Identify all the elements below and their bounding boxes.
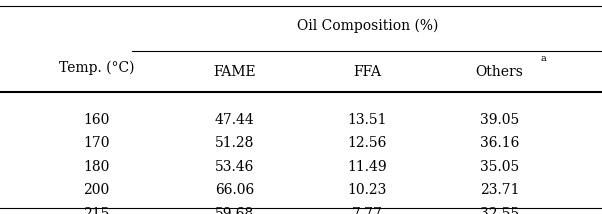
Text: Oil Composition (%): Oil Composition (%) xyxy=(297,18,438,33)
Text: 160: 160 xyxy=(83,113,110,127)
Text: 13.51: 13.51 xyxy=(347,113,387,127)
Text: 53.46: 53.46 xyxy=(215,160,255,174)
Text: 12.56: 12.56 xyxy=(347,136,387,150)
Text: 180: 180 xyxy=(83,160,110,174)
Text: FFA: FFA xyxy=(353,65,381,79)
Text: FAME: FAME xyxy=(214,65,256,79)
Text: 47.44: 47.44 xyxy=(215,113,255,127)
Text: 39.05: 39.05 xyxy=(480,113,520,127)
Text: 51.28: 51.28 xyxy=(215,136,255,150)
Text: 10.23: 10.23 xyxy=(347,183,387,198)
Text: 200: 200 xyxy=(83,183,110,198)
Text: 7.77: 7.77 xyxy=(352,207,383,214)
Text: 36.16: 36.16 xyxy=(480,136,520,150)
Text: 35.05: 35.05 xyxy=(480,160,520,174)
Text: 11.49: 11.49 xyxy=(347,160,387,174)
Text: Temp. (°C): Temp. (°C) xyxy=(58,60,134,75)
Text: 32.55: 32.55 xyxy=(480,207,520,214)
Text: a: a xyxy=(540,54,546,63)
Text: 215: 215 xyxy=(83,207,110,214)
Text: 59.68: 59.68 xyxy=(215,207,255,214)
Text: 66.06: 66.06 xyxy=(215,183,255,198)
Text: 170: 170 xyxy=(83,136,110,150)
Text: 23.71: 23.71 xyxy=(480,183,520,198)
Text: Others: Others xyxy=(476,65,524,79)
